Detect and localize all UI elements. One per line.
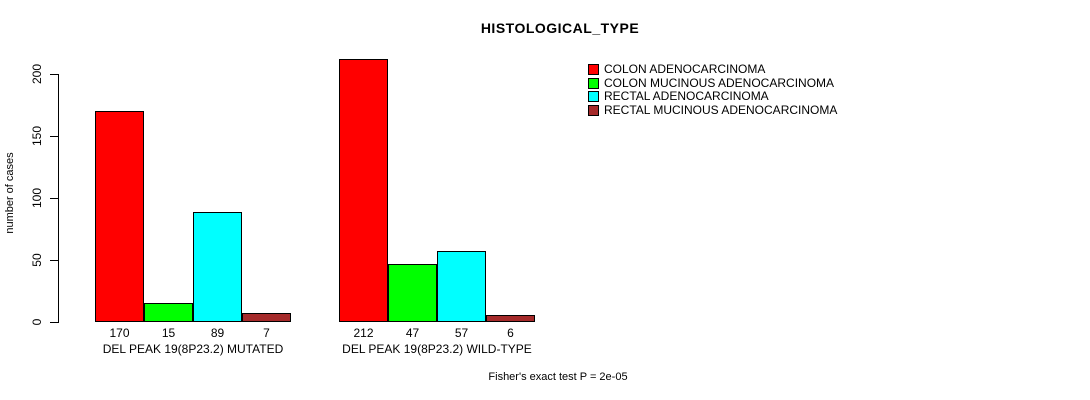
chart-title: HISTOLOGICAL_TYPE	[480, 20, 640, 36]
bar-colon-mucinous-adenocarcinoma-group2	[388, 264, 437, 322]
legend-swatch-icon	[588, 105, 599, 116]
x-axis-group-label: DEL PEAK 19(8P23.2) WILD-TYPE	[342, 342, 532, 356]
y-axis-tick	[50, 260, 58, 261]
bar-value-label: 89	[210, 326, 225, 340]
legend-swatch-icon	[588, 78, 599, 89]
legend-swatch-icon	[588, 64, 599, 75]
bar-rectal-adenocarcinoma-group1	[193, 212, 242, 322]
bar-rectal-mucinous-adenocarcinoma-group2	[486, 315, 535, 322]
bar-value-label: 15	[161, 326, 176, 340]
bar-value-label: 57	[454, 326, 469, 340]
y-axis-tick-label: 0	[30, 318, 44, 326]
legend-label: COLON MUCINOUS ADENOCARCINOMA	[604, 76, 835, 90]
bar-value-label: 6	[507, 326, 514, 340]
bar-colon-adenocarcinoma-group1	[95, 111, 144, 322]
bar-value-label: 170	[109, 326, 130, 340]
legend-label: COLON ADENOCARCINOMA	[604, 62, 766, 76]
bar-rectal-mucinous-adenocarcinoma-group1	[242, 313, 291, 322]
legend-swatch-icon	[588, 91, 599, 102]
legend-label: RECTAL MUCINOUS ADENOCARCINOMA	[604, 103, 838, 117]
bar-rectal-adenocarcinoma-group2	[437, 251, 486, 322]
y-axis-tick	[50, 198, 58, 199]
y-axis-tick	[50, 322, 58, 323]
bar-colon-mucinous-adenocarcinoma-group1	[144, 303, 193, 322]
bar-value-label: 47	[405, 326, 420, 340]
y-axis-tick	[50, 74, 58, 75]
bar-value-label: 212	[353, 326, 374, 340]
x-axis-group-label: DEL PEAK 19(8P23.2) MUTATED	[102, 342, 284, 356]
y-axis-line	[58, 74, 59, 323]
bar-value-label: 7	[263, 326, 270, 340]
y-axis-tick-label: 200	[30, 63, 44, 85]
y-axis-tick-label: 50	[30, 253, 44, 267]
y-axis-tick	[50, 136, 58, 137]
y-axis-tick-label: 100	[30, 187, 44, 209]
y-axis-tick-label: 150	[30, 125, 44, 147]
y-axis-label: number of cases	[4, 152, 16, 234]
legend-label: RECTAL ADENOCARCINOMA	[604, 89, 769, 103]
annotation-text: Fisher's exact test P = 2e-05	[488, 371, 628, 383]
bar-colon-adenocarcinoma-group2	[339, 59, 388, 322]
